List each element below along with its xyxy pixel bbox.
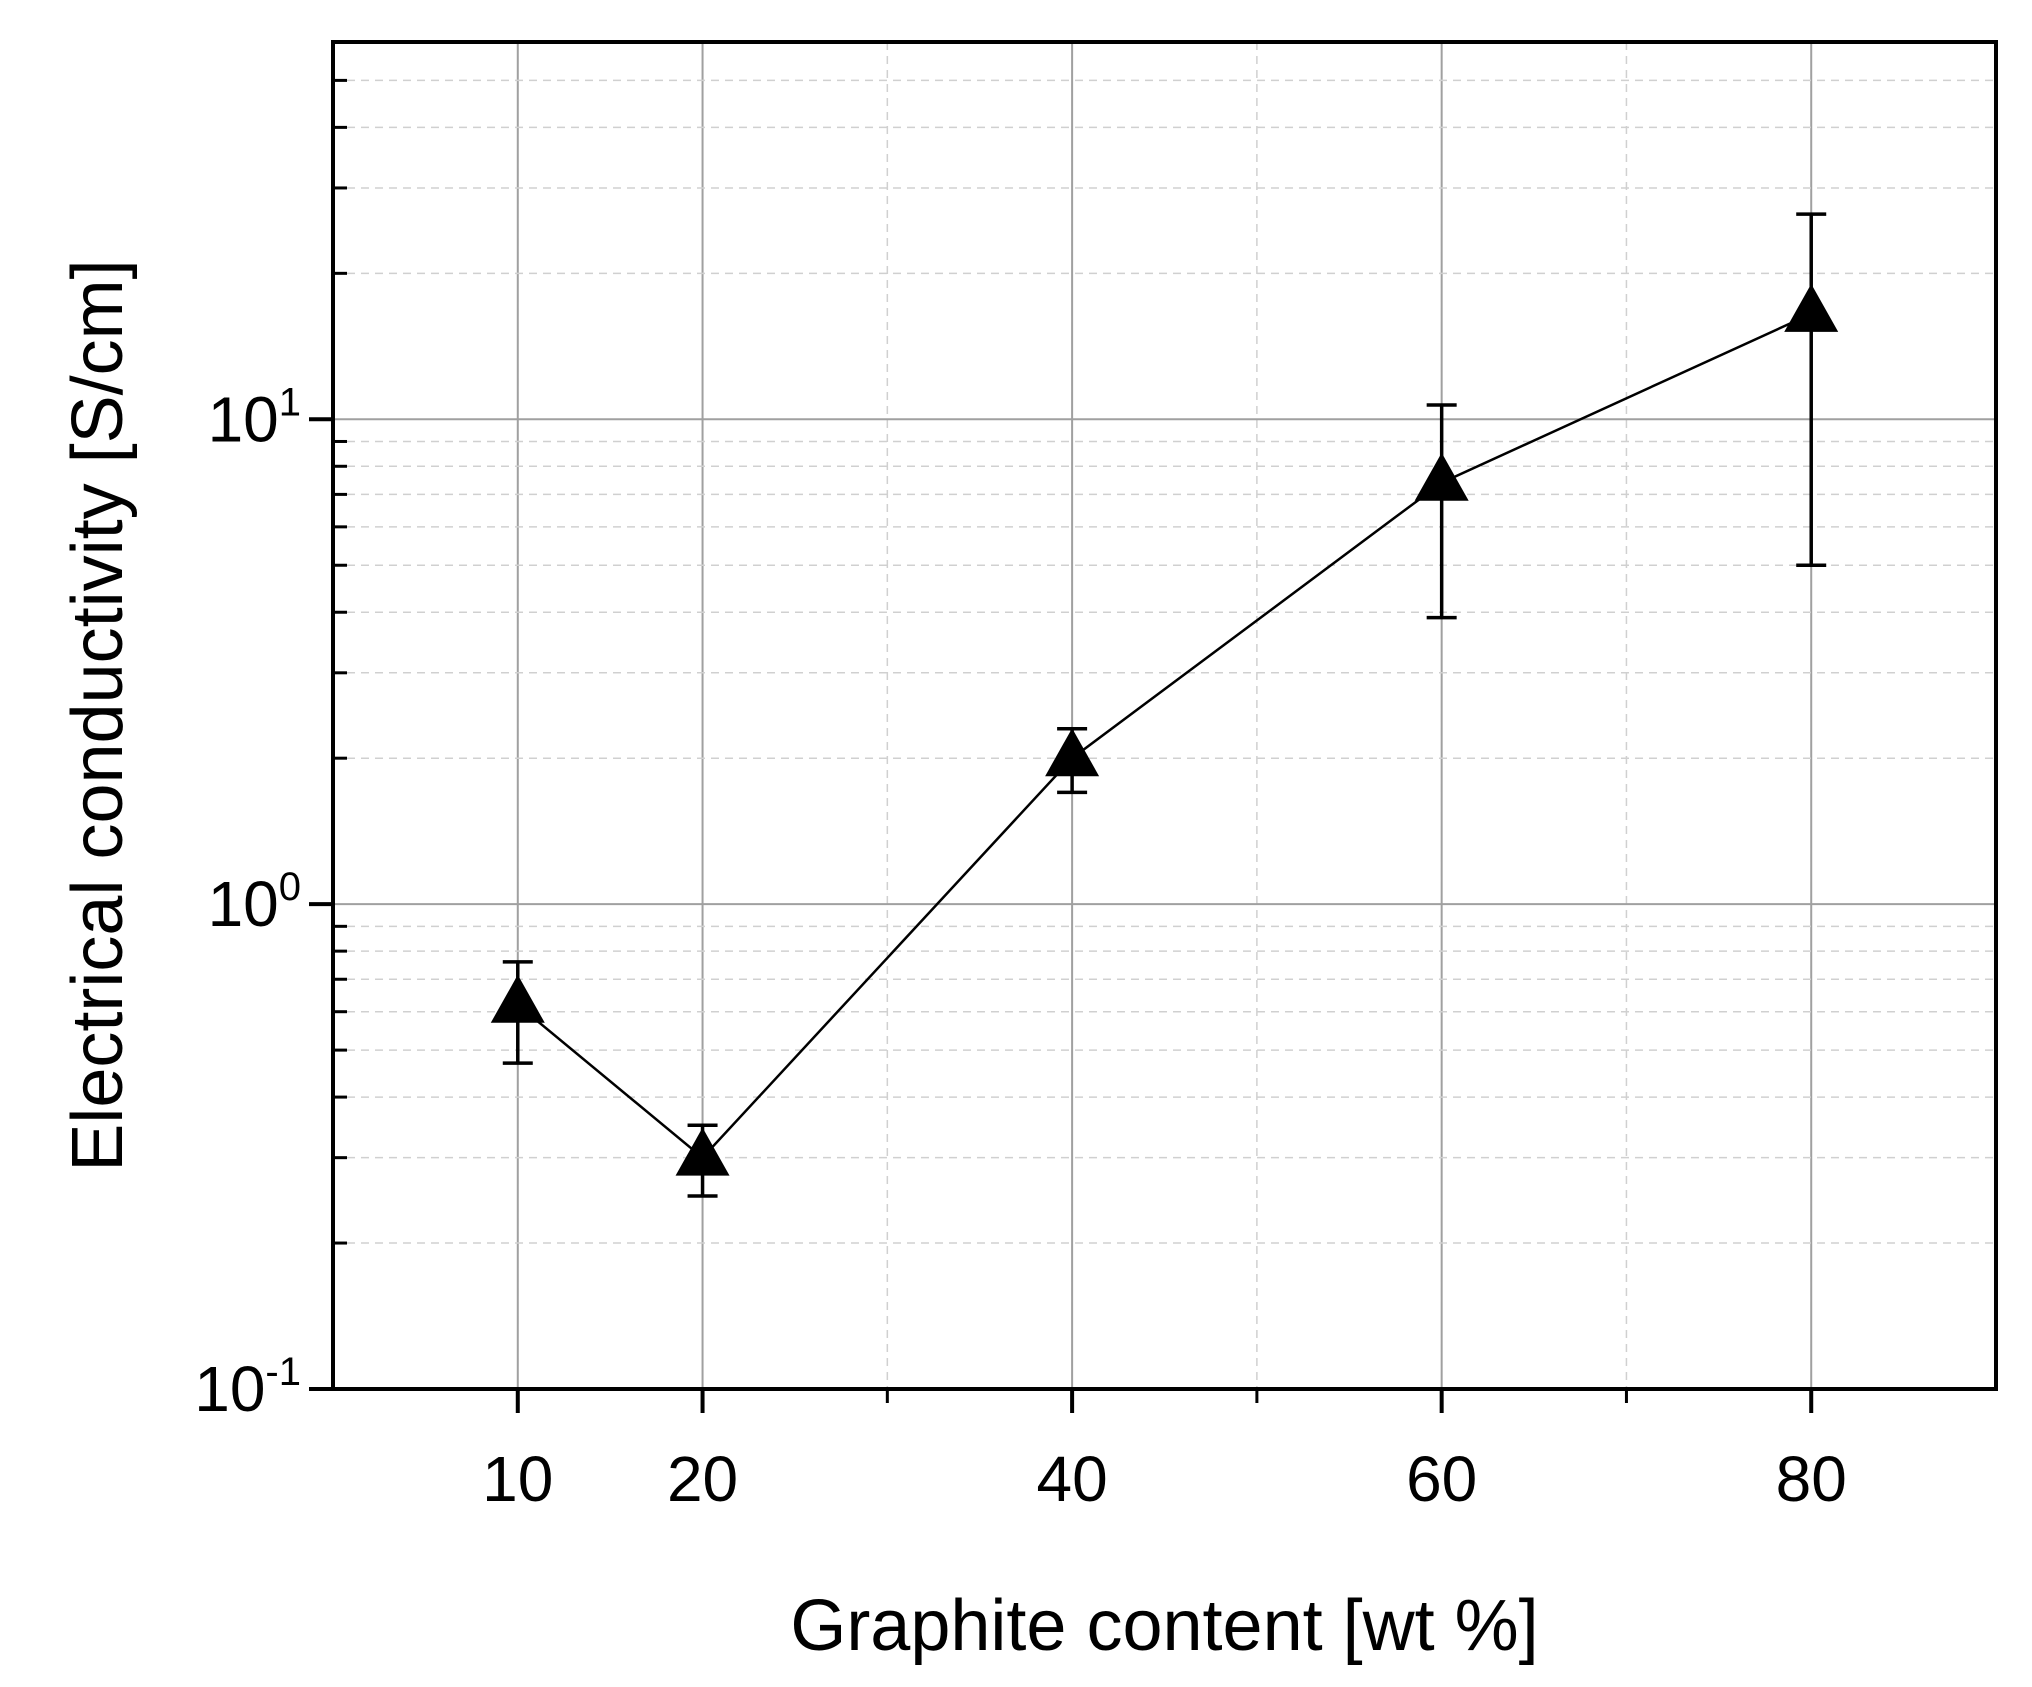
data-point-triangle — [1045, 728, 1100, 777]
x-tick-label: 60 — [1406, 1443, 1477, 1515]
x-tick-label: 80 — [1776, 1443, 1847, 1515]
x-tick-label: 40 — [1037, 1443, 1108, 1515]
x-tick-label: 10 — [482, 1443, 553, 1515]
y-tick-label: 101 — [208, 380, 301, 455]
data-point-triangle — [1414, 452, 1469, 501]
tick-label-layer: 10-1 100 101 10 20 40 60 80 — [194, 380, 1847, 1515]
x-tick-label: 20 — [667, 1443, 738, 1515]
data-point-triangle — [675, 1127, 730, 1176]
y-axis-title: Electrical conductivity [S/cm] — [58, 259, 138, 1171]
tick-layer — [309, 40, 1814, 1413]
y-tick-label: 100 — [208, 865, 301, 940]
x-axis-title: Graphite content [wt %] — [790, 1586, 1538, 1666]
data-point-triangle — [490, 974, 545, 1023]
series-line — [516, 312, 1812, 1160]
data-point-triangle — [1784, 283, 1839, 332]
data-layer — [490, 212, 1839, 1198]
y-tick-label: 10-1 — [194, 1350, 301, 1425]
grid-layer — [333, 41, 1996, 1390]
plot-frame — [331, 40, 1998, 1391]
